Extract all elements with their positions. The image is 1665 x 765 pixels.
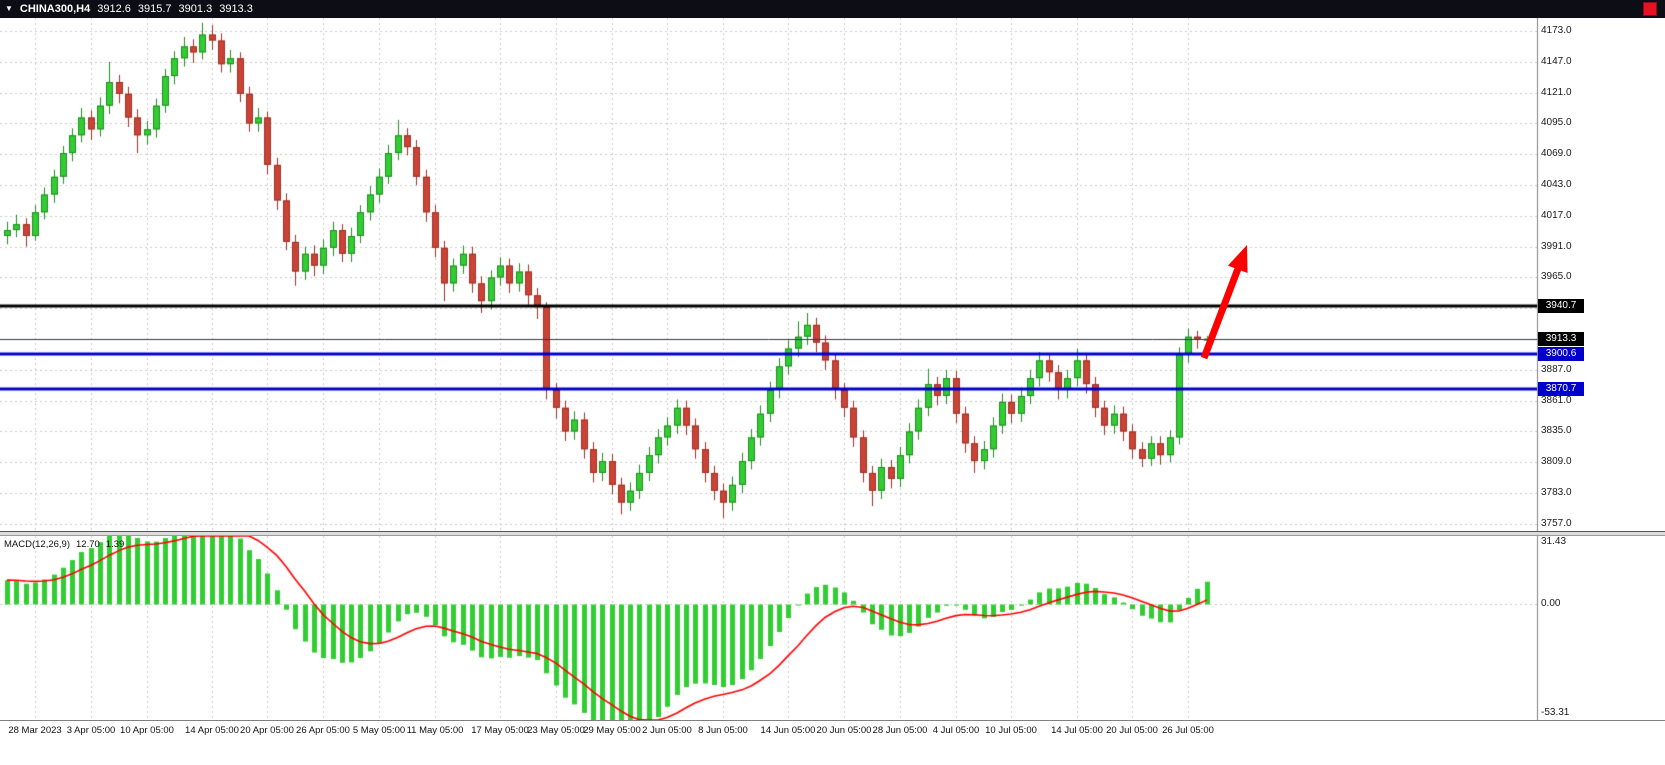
price-tick-label: 3835.0 (1541, 425, 1572, 437)
support-level-3900-badge: 3900.6 (1538, 346, 1584, 361)
macd-tick-label: 0.00 (1541, 598, 1561, 610)
ohlc-close-value: 3913.3 (219, 3, 253, 15)
price-tick-label: 4069.0 (1541, 148, 1572, 160)
macd-indicator-label: MACD(12,26,9) 12.70 1.39 (4, 539, 124, 550)
support-level-3870-badge: 3870.7 (1538, 382, 1584, 397)
time-axis-label: 20 Jul 05:00 (1106, 725, 1158, 736)
time-axis-label: 20 Apr 05:00 (240, 725, 294, 736)
price-tick-label: 4095.0 (1541, 117, 1572, 129)
time-axis-label: 26 Apr 05:00 (296, 725, 350, 736)
price-tick-label: 3809.0 (1541, 456, 1572, 468)
time-axis-label: 23 May 05:00 (527, 725, 585, 736)
time-axis-label: 11 May 05:00 (406, 725, 464, 736)
time-axis-label: 5 May 05:00 (352, 725, 406, 736)
time-axis-label: 4 Jul 05:00 (932, 725, 980, 736)
price-tick-label: 3861.0 (1541, 394, 1572, 406)
macd-name: MACD(12,26,9) (4, 539, 70, 550)
panel-splitter[interactable] (0, 531, 1665, 536)
price-tick-label: 3887.0 (1541, 363, 1572, 375)
time-axis-label: 10 Jul 05:00 (985, 725, 1037, 736)
time-axis-label: 3 Apr 05:00 (66, 725, 116, 736)
symbol-period-label: CHINA300,H4 (19, 3, 91, 15)
time-axis-label: 28 Mar 2023 (8, 725, 62, 736)
macd-main-value: 12.70 (76, 539, 100, 550)
chart-title-bar: ▼ CHINA300,H4 3912.6 3915.7 3901.3 3913.… (0, 0, 1665, 18)
price-tick-label: 3991.0 (1541, 240, 1572, 252)
time-axis-label: 14 Apr 05:00 (185, 725, 239, 736)
time-axis-label: 14 Jul 05:00 (1051, 725, 1103, 736)
price-tick-label: 4017.0 (1541, 209, 1572, 221)
close-chart-button[interactable] (1643, 2, 1657, 16)
time-axis-label: 2 Jun 05:00 (642, 725, 692, 736)
price-chart-canvas[interactable] (0, 18, 1665, 531)
ohlc-low-value: 3901.3 (178, 3, 213, 15)
price-tick-label: 4121.0 (1541, 86, 1572, 98)
time-axis-label: 20 Jun 05:00 (816, 725, 872, 736)
price-tick-label: 4147.0 (1541, 55, 1572, 67)
macd-chart-canvas[interactable] (0, 536, 1665, 720)
time-axis-label: 8 Jun 05:00 (698, 725, 748, 736)
time-axis-label: 29 May 05:00 (583, 725, 641, 736)
ohlc-open-value: 3912.6 (97, 3, 131, 15)
price-tick-label: 3757.0 (1541, 517, 1572, 529)
macd-tick-label: -53.31 (1541, 707, 1570, 718)
macd-tick-label: 31.43 (1541, 536, 1567, 547)
time-axis-label: 17 May 05:00 (471, 725, 529, 736)
price-tick-label: 3783.0 (1541, 487, 1572, 499)
time-axis[interactable]: 28 Mar 2023 3 Apr 05:00 10 Apr 05:00 14 Apr… (0, 720, 1665, 765)
symbol-dropdown-icon[interactable]: ▼ (5, 4, 13, 13)
time-axis-label: 28 Jun 05:00 (872, 725, 928, 736)
price-tick-label: 4173.0 (1541, 25, 1572, 37)
current-price-3913-badge: 3913.3 (1538, 331, 1584, 346)
resistance-level-3940-badge: 3940.7 (1538, 299, 1584, 314)
time-axis-label: 14 Jun 05:00 (760, 725, 816, 736)
ohlc-high-value: 3915.7 (137, 3, 172, 15)
time-axis-label: 10 Apr 05:00 (120, 725, 174, 736)
macd-signal-value: 1.39 (105, 539, 125, 550)
price-tick-label: 4043.0 (1541, 179, 1572, 191)
time-axis-label: 26 Jul 05:00 (1162, 725, 1214, 736)
price-tick-label: 3965.0 (1541, 271, 1572, 283)
